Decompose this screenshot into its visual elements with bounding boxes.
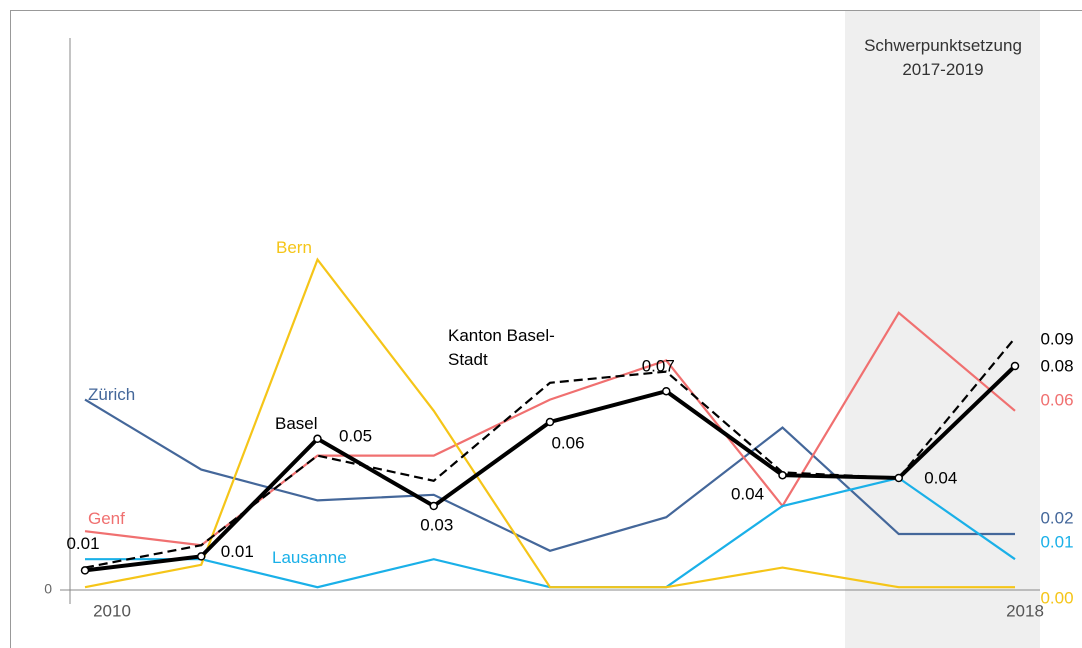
value-label: 0.01 <box>66 534 99 553</box>
series-label: Lausanne <box>272 548 347 567</box>
point-marker <box>545 417 555 427</box>
series-line <box>84 257 1015 589</box>
series-label: Genf <box>88 509 125 528</box>
point-marker <box>80 566 90 575</box>
value-label: 0.08 <box>1040 356 1073 375</box>
value-label: 0.09 <box>1040 329 1073 348</box>
series-label: Bern <box>276 238 312 257</box>
value-label: 0.06 <box>551 433 584 452</box>
value-label: 0.02 <box>1040 508 1073 527</box>
value-label: 0.07 <box>642 357 675 376</box>
value-label: 0.04 <box>924 468 957 487</box>
value-label: 0.01 <box>1040 533 1073 552</box>
point-marker <box>197 552 206 561</box>
value-label: 0.04 <box>731 485 764 504</box>
value-label: 0.05 <box>339 426 372 445</box>
series-line <box>84 398 1015 552</box>
series-label: Zürich <box>88 385 136 404</box>
value-label: 0.01 <box>221 542 254 561</box>
point-marker <box>894 473 903 483</box>
value-label: 0.00 <box>1040 589 1073 608</box>
annotation: Schwerpunktsetzung 2017-2019 <box>864 36 1022 79</box>
point-marker <box>1010 361 1020 371</box>
point-marker <box>429 501 438 511</box>
series-label: Kanton Basel-Stadt <box>448 326 555 369</box>
value-label: 0.03 <box>420 515 453 534</box>
frame <box>10 10 1082 648</box>
point-marker <box>778 470 787 480</box>
x-tick-label: 2018 <box>1006 601 1044 620</box>
value-label: 0.06 <box>1040 390 1073 409</box>
point-marker <box>313 434 322 444</box>
focus-shade <box>845 10 1040 648</box>
y-tick-label: 0 <box>44 581 52 597</box>
series-label: Basel <box>275 414 318 433</box>
point-marker <box>662 386 671 396</box>
x-tick-label: 2010 <box>93 601 131 620</box>
